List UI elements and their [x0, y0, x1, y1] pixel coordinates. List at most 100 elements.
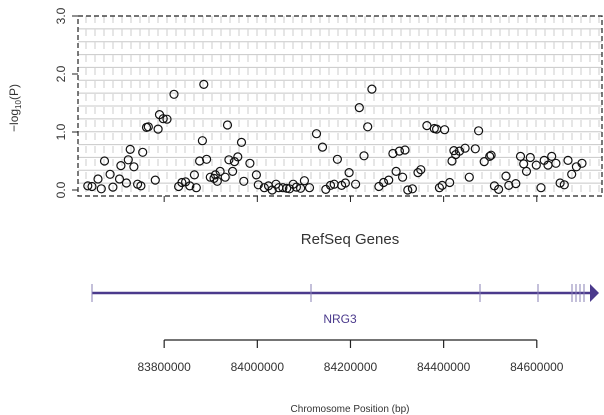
data-point	[136, 181, 146, 191]
data-point	[332, 154, 342, 164]
data-point	[197, 136, 207, 146]
data-point	[199, 79, 209, 90]
data-point	[138, 147, 148, 157]
data-point	[143, 122, 153, 132]
data-point	[511, 179, 521, 189]
data-point	[354, 102, 364, 113]
data-point	[185, 181, 195, 191]
data-point	[121, 178, 132, 188]
data-point	[195, 156, 205, 166]
data-point	[559, 180, 569, 190]
data-point	[236, 137, 247, 147]
data-point	[177, 177, 187, 188]
gene-nrg3-exons	[91, 284, 585, 302]
data-point	[150, 175, 160, 185]
y-tick-label: 0.0	[54, 181, 68, 198]
data-point	[317, 142, 328, 152]
data-point	[202, 154, 212, 164]
data-point	[114, 174, 125, 184]
data-point	[189, 170, 199, 180]
data-point	[547, 151, 557, 161]
gene-nrg3-arrowhead	[590, 284, 599, 302]
data-point	[296, 183, 306, 193]
data-points	[83, 79, 587, 195]
data-point	[394, 146, 404, 156]
data-point	[391, 166, 401, 176]
data-point	[278, 183, 288, 193]
data-point	[229, 157, 240, 167]
data-point	[485, 151, 495, 161]
x-tick-label: 84600000	[510, 360, 564, 374]
data-point	[96, 184, 106, 194]
data-point	[253, 180, 263, 190]
data-point	[299, 176, 309, 186]
data-point	[153, 124, 163, 134]
data-point	[577, 158, 587, 168]
data-point	[344, 168, 354, 178]
y-tick-label: 1.0	[54, 123, 68, 140]
data-point	[521, 166, 532, 176]
data-point	[363, 122, 373, 132]
data-point	[567, 169, 577, 179]
data-point	[501, 171, 511, 181]
data-point	[125, 144, 135, 154]
data-point	[407, 184, 417, 194]
plot-bottom-ticks	[163, 196, 538, 202]
data-point	[563, 155, 573, 165]
data-point	[99, 156, 110, 166]
data-point	[205, 172, 215, 182]
data-point	[245, 158, 255, 168]
y-axis-title: −log10(P)	[7, 84, 23, 132]
data-point	[215, 166, 225, 176]
x-tick-label: 84400000	[417, 360, 471, 374]
data-point	[384, 175, 394, 185]
data-point	[536, 183, 546, 193]
data-point	[367, 84, 377, 94]
data-point	[169, 89, 179, 99]
gene-nrg3-label: NRG3	[323, 312, 357, 326]
data-point	[288, 179, 298, 189]
data-point	[123, 155, 133, 165]
data-point	[515, 151, 526, 161]
data-point	[311, 129, 322, 139]
data-point	[351, 179, 361, 189]
data-point	[398, 172, 408, 182]
data-point	[494, 184, 504, 194]
y-tick-label: 3.0	[54, 7, 68, 24]
data-point	[470, 144, 480, 154]
y-axis-title-prefix: −log	[7, 109, 21, 132]
data-point	[116, 161, 126, 171]
data-point	[434, 183, 444, 193]
y-tick-label: 2.0	[54, 65, 68, 82]
data-point	[239, 176, 249, 186]
gene-track: NRG3	[91, 284, 599, 326]
data-point	[531, 160, 541, 170]
data-point	[129, 162, 139, 172]
y-axis: 0.0 1.0 2.0 3.0	[54, 7, 78, 198]
data-point	[504, 180, 514, 190]
data-point	[291, 182, 301, 192]
data-point	[454, 146, 465, 156]
data-point	[400, 145, 410, 155]
data-point	[83, 181, 93, 191]
data-point	[340, 178, 350, 188]
data-point	[359, 151, 369, 161]
x-tick-label: 83800000	[137, 360, 191, 374]
plot-grid	[78, 16, 602, 196]
data-point	[416, 165, 426, 175]
data-point	[93, 174, 103, 184]
data-point	[304, 183, 315, 193]
data-point	[379, 177, 389, 188]
data-point	[474, 126, 484, 136]
y-axis-title-suffix: (P)	[7, 84, 21, 100]
data-point	[105, 169, 115, 179]
data-point	[525, 152, 535, 163]
y-axis-title-subscript: 10	[14, 99, 23, 108]
data-point	[162, 114, 172, 124]
data-point	[220, 172, 230, 182]
data-point	[388, 148, 398, 159]
x-tick-label: 84000000	[231, 360, 285, 374]
data-point	[158, 114, 168, 124]
